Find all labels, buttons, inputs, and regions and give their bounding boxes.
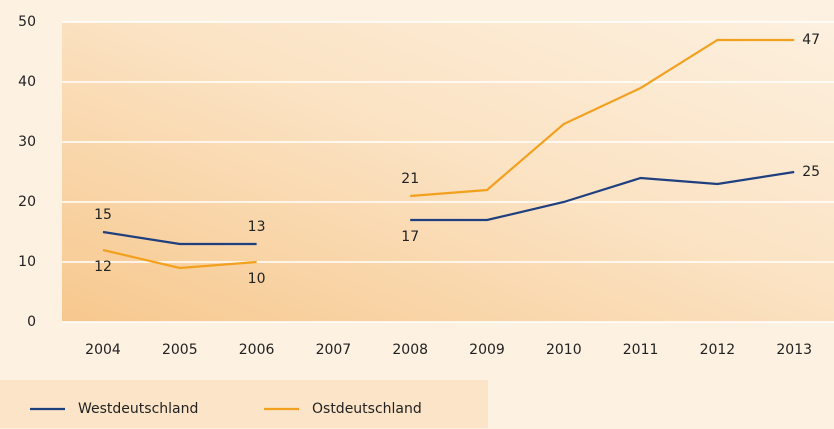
y-tick-label: 50 bbox=[18, 14, 36, 30]
line-series bbox=[102, 170, 795, 246]
x-tick-label: 2013 bbox=[776, 342, 812, 358]
data-label: 47 bbox=[802, 32, 820, 48]
plot-area bbox=[62, 22, 834, 322]
data-label: 13 bbox=[248, 219, 266, 235]
data-label: 17 bbox=[401, 229, 419, 245]
x-tick-label: 2004 bbox=[85, 342, 121, 358]
x-tick-label: 2006 bbox=[239, 342, 275, 358]
y-tick-label: 0 bbox=[27, 314, 36, 330]
x-tick-label: 2012 bbox=[700, 342, 736, 358]
legend-label: Ostdeutschland bbox=[312, 401, 422, 417]
x-tick-label: 2011 bbox=[623, 342, 659, 358]
data-label: 10 bbox=[248, 271, 266, 287]
y-tick-label: 30 bbox=[18, 134, 36, 150]
x-tick-label: 2010 bbox=[546, 342, 582, 358]
y-tick-label: 40 bbox=[18, 74, 36, 90]
x-tick-label: 2007 bbox=[316, 342, 352, 358]
x-tick-label: 2005 bbox=[162, 342, 198, 358]
x-tick-label: 2008 bbox=[392, 342, 428, 358]
data-label: 25 bbox=[802, 164, 820, 180]
data-label: 12 bbox=[94, 259, 112, 275]
y-tick-label: 20 bbox=[18, 194, 36, 210]
y-tick-label: 10 bbox=[18, 254, 36, 270]
data-label: 21 bbox=[401, 171, 419, 187]
line-series bbox=[102, 38, 795, 270]
legend-box bbox=[0, 380, 488, 428]
data-label: 15 bbox=[94, 207, 112, 223]
legend-label: Westdeutschland bbox=[78, 401, 198, 417]
x-tick-label: 2009 bbox=[469, 342, 505, 358]
